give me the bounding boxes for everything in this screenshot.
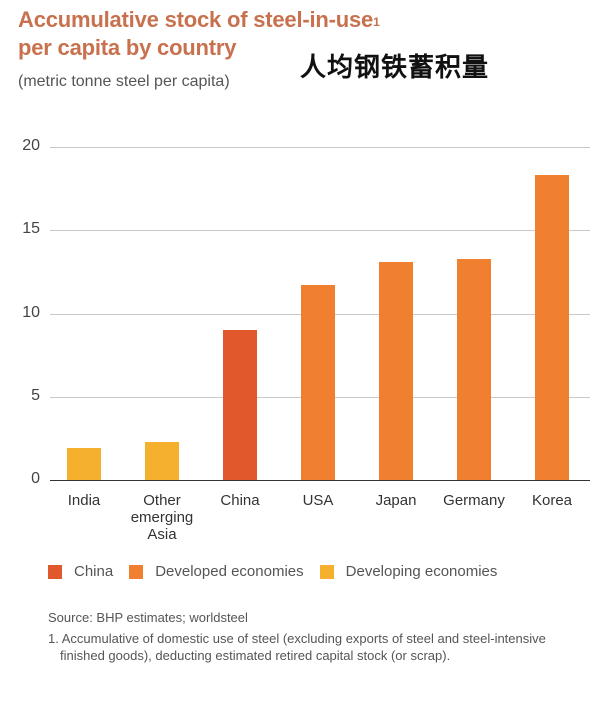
chart-title: Accumulative stock of steel-in-use1 per … [18, 6, 380, 62]
legend-label: Developed economies [155, 563, 304, 580]
chart-subtitle: (metric tonne steel per capita) [18, 73, 230, 90]
legend-label: Developing economies [345, 563, 498, 580]
legend-item: Developing economies [319, 563, 498, 580]
gridline [50, 230, 590, 231]
bar-japan [379, 262, 413, 480]
bar-usa [301, 285, 335, 480]
gridline [50, 147, 590, 148]
bar-other-emerging-asia [145, 442, 179, 480]
bar-korea [535, 175, 569, 480]
x-tick-label: Other emerging Asia [130, 492, 194, 543]
legend-item: China [48, 563, 113, 580]
y-tick-label: 10 [22, 304, 40, 321]
chinese-title: 人均钢铁蓄积量 [300, 53, 490, 83]
legend: China Developed economies Developing econo… [48, 563, 513, 580]
legend-label: China [74, 563, 114, 580]
plot-area: 0 5 10 15 20 India Other emerging Asia China USA… [22, 137, 590, 543]
legend-item: Developed economies [129, 563, 304, 580]
legend-swatch-icon [319, 564, 334, 579]
title-line-2: per capita by country [18, 35, 237, 60]
y-tick-label: 15 [22, 220, 40, 237]
bar-india [67, 448, 101, 480]
y-tick-label: 0 [31, 470, 40, 487]
y-tick-label: 5 [31, 387, 40, 404]
title-line-1: Accumulative stock of steel-in-use [18, 7, 374, 32]
footnote: 1. Accumulative of domestic use of steel… [48, 631, 546, 663]
title-footnote-marker: 1 [373, 15, 380, 29]
y-tick-label: 20 [22, 137, 40, 154]
x-tick-label: USA [302, 492, 334, 509]
x-tick-label: Germany [443, 492, 505, 509]
x-axis-line [50, 480, 590, 481]
bar-china [223, 330, 257, 480]
legend-swatch-icon [129, 564, 144, 579]
x-tick-label: China [220, 492, 260, 509]
legend-swatch-icon [48, 564, 62, 579]
x-tick-label: Korea [531, 492, 573, 509]
bar-germany [457, 259, 491, 480]
x-tick-label: India [67, 492, 101, 509]
x-tick-label: Japan [375, 492, 417, 509]
source-note: Source: BHP estimates; worldsteel [48, 610, 248, 625]
